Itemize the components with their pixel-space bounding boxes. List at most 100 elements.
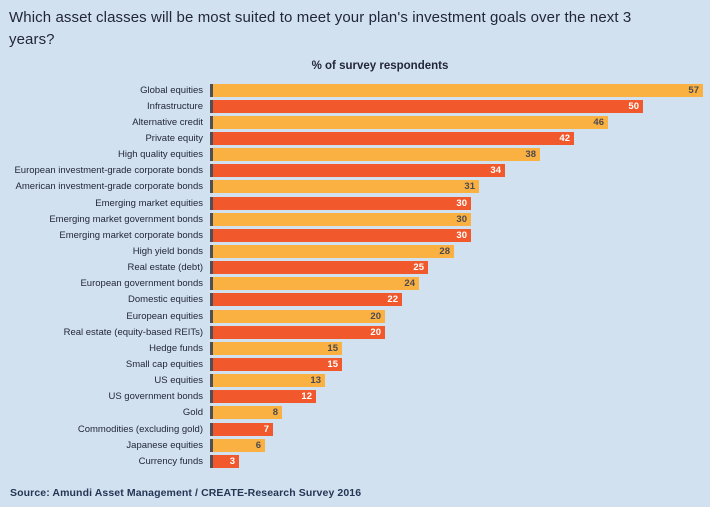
chart-row: Emerging market government bonds 30 [0, 211, 710, 227]
chart-row: European investment-grade corporate bond… [0, 163, 710, 179]
chart-row: Real estate (equity-based REITs) 20 [0, 324, 710, 340]
category-label: High yield bonds [132, 245, 203, 257]
category-label: Small cap equities [125, 358, 203, 370]
category-label: European government bonds [80, 278, 203, 290]
bar-track: 28 [210, 244, 705, 258]
category-label: Real estate (equity-based REITs) [63, 326, 203, 338]
bar: 28 [210, 244, 454, 258]
category-label: Real estate (debt) [127, 262, 203, 274]
category-label: Domestic equities [128, 294, 203, 306]
bar: 13 [210, 374, 325, 388]
bar: 24 [210, 277, 419, 291]
category-label: Emerging market equities [95, 197, 203, 209]
category-label: Emerging market government bonds [49, 213, 203, 225]
bar-track: 24 [210, 277, 705, 291]
bar: 8 [210, 406, 282, 420]
bar-track: 3 [210, 454, 705, 468]
bar: 20 [210, 309, 385, 323]
value-label: 15 [327, 358, 338, 370]
chart-row: Domestic equities 22 [0, 292, 710, 308]
value-label: 50 [628, 100, 639, 112]
value-label: 20 [370, 310, 381, 322]
value-label: 8 [272, 407, 278, 419]
bar-track: 31 [210, 180, 705, 194]
chart-row: Infrastructure 50 [0, 98, 710, 114]
bar: 12 [210, 390, 316, 404]
value-label: 30 [456, 229, 467, 241]
bar: 15 [210, 357, 342, 371]
bar: 22 [210, 293, 402, 307]
bar-track: 57 [210, 83, 705, 97]
bar-track: 25 [210, 261, 705, 275]
bar: 50 [210, 99, 643, 113]
chart-row: Real estate (debt) 25 [0, 260, 710, 276]
value-label: 3 [229, 455, 235, 467]
category-label: US government bonds [108, 391, 203, 403]
chart-row: Emerging market equities 30 [0, 195, 710, 211]
bar: 3 [210, 454, 239, 468]
bar-track: 8 [210, 406, 705, 420]
bar-track: 15 [210, 341, 705, 355]
chart-row: Emerging market corporate bonds 30 [0, 227, 710, 243]
value-label: 28 [439, 245, 450, 257]
category-label: American investment-grade corporate bond… [15, 181, 203, 193]
bar-track: 7 [210, 422, 705, 436]
bar: 15 [210, 341, 342, 355]
bar-track: 12 [210, 390, 705, 404]
chart-row: Gold 8 [0, 405, 710, 421]
bar: 20 [210, 325, 385, 339]
chart-question-title: Which asset classes will be most suited … [9, 9, 632, 48]
bar: 25 [210, 261, 428, 275]
category-label: Emerging market corporate bonds [59, 229, 203, 241]
bar-track: 50 [210, 99, 705, 113]
category-label: European investment-grade corporate bond… [14, 165, 203, 177]
chart-row: Alternative credit 46 [0, 114, 710, 130]
chart-row: European equities 20 [0, 308, 710, 324]
chart-row: Global equities 57 [0, 82, 710, 98]
bar: 30 [210, 228, 471, 242]
value-label: 7 [263, 423, 269, 435]
chart-row: European government bonds 24 [0, 276, 710, 292]
bar-track: 30 [210, 196, 705, 210]
bar-track: 42 [210, 131, 705, 145]
value-label: 30 [456, 213, 467, 225]
bar-track: 30 [210, 212, 705, 226]
chart-row: Small cap equities 15 [0, 356, 710, 372]
bar: 7 [210, 422, 273, 436]
bar-track: 15 [210, 357, 705, 371]
bar: 42 [210, 131, 574, 145]
bar-track: 38 [210, 148, 705, 162]
value-label: 25 [413, 262, 424, 274]
bar-track: 34 [210, 164, 705, 178]
chart-row: Japanese equities 6 [0, 437, 710, 453]
bar-track: 20 [210, 309, 705, 323]
category-label: European equities [126, 310, 203, 322]
bar: 30 [210, 212, 471, 226]
bar-track: 22 [210, 293, 705, 307]
value-label: 34 [490, 165, 501, 177]
category-label: Private equity [145, 132, 203, 144]
chart-row: US government bonds 12 [0, 389, 710, 405]
chart-row: High quality equities 38 [0, 147, 710, 163]
chart-row: US equities 13 [0, 373, 710, 389]
bar: 57 [210, 83, 703, 97]
category-label: Hedge funds [149, 342, 203, 354]
bar-track: 6 [210, 438, 705, 452]
value-label: 12 [301, 391, 312, 403]
category-label: High quality equities [117, 149, 203, 161]
bar-track: 20 [210, 325, 705, 339]
value-label: 57 [688, 84, 699, 96]
bar: 46 [210, 115, 608, 129]
value-label: 20 [370, 326, 381, 338]
bar: 6 [210, 438, 265, 452]
value-label: 22 [387, 294, 398, 306]
chart-row: Private equity 42 [0, 130, 710, 146]
bar-track: 30 [210, 228, 705, 242]
category-label: US equities [154, 375, 203, 387]
category-label: Japanese equities [126, 439, 203, 451]
source-attribution: Source: Amundi Asset Management / CREATE… [10, 487, 362, 499]
value-label: 46 [593, 116, 604, 128]
bar: 38 [210, 148, 540, 162]
bar-chart: Global equities 57 Infrastructure 50 Alterna… [0, 82, 710, 469]
